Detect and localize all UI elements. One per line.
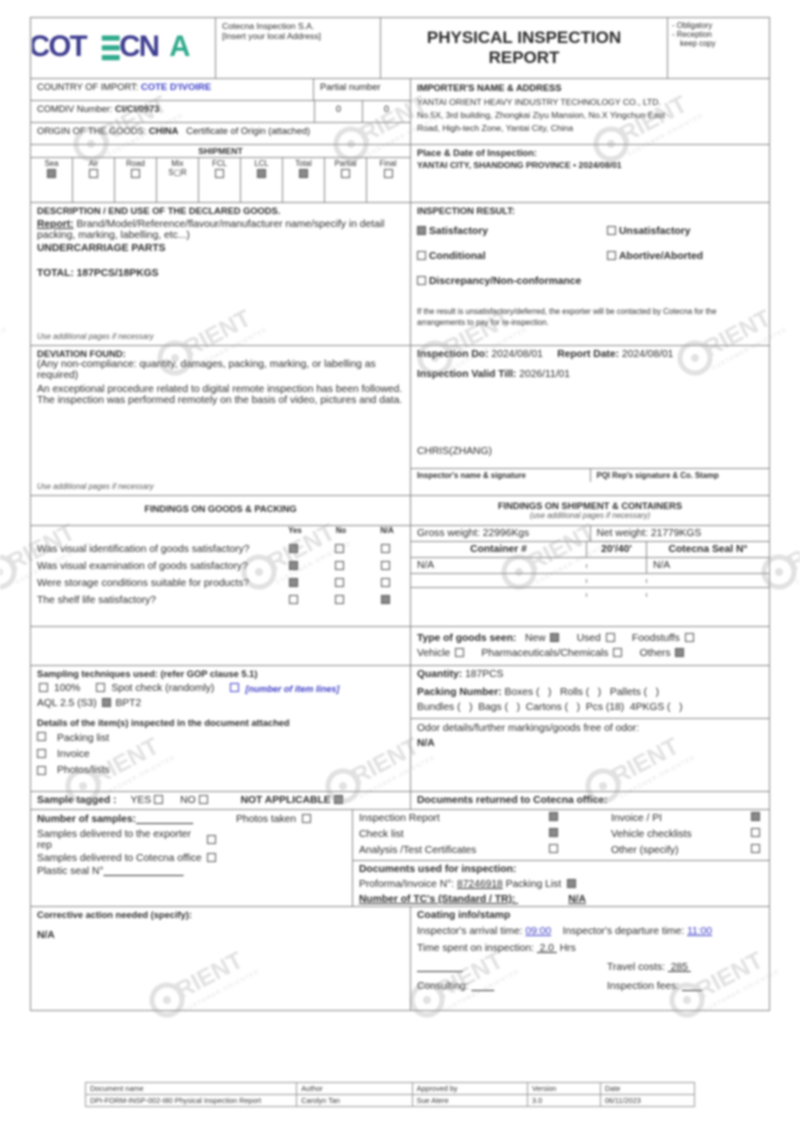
svg-text:COT: COT [32, 30, 88, 63]
svg-text:A: A [169, 30, 190, 63]
svg-text:CN: CN [119, 30, 159, 63]
